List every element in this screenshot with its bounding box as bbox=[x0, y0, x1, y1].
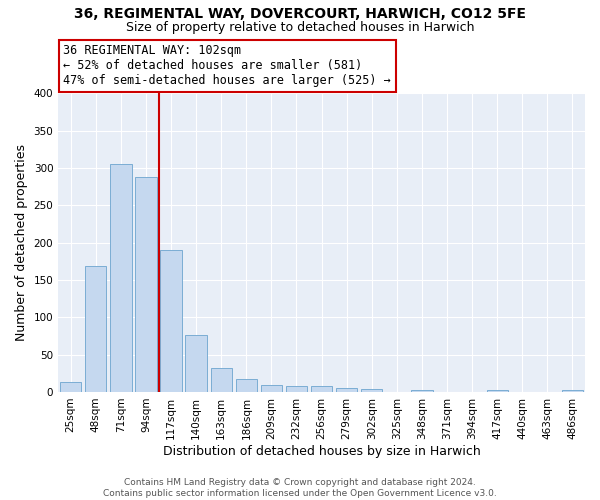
Bar bbox=[361, 389, 382, 392]
Text: 36 REGIMENTAL WAY: 102sqm
← 52% of detached houses are smaller (581)
47% of semi: 36 REGIMENTAL WAY: 102sqm ← 52% of detac… bbox=[64, 44, 391, 87]
Text: Contains HM Land Registry data © Crown copyright and database right 2024.
Contai: Contains HM Land Registry data © Crown c… bbox=[103, 478, 497, 498]
Bar bbox=[261, 385, 282, 392]
Bar bbox=[311, 386, 332, 392]
Bar bbox=[286, 386, 307, 392]
Bar bbox=[487, 390, 508, 392]
Bar bbox=[85, 266, 106, 392]
Bar bbox=[336, 388, 358, 392]
Y-axis label: Number of detached properties: Number of detached properties bbox=[15, 144, 28, 341]
Bar bbox=[60, 382, 82, 392]
Bar bbox=[136, 177, 157, 392]
Bar bbox=[411, 390, 433, 392]
Bar bbox=[185, 335, 207, 392]
Bar bbox=[236, 380, 257, 392]
Text: 36, REGIMENTAL WAY, DOVERCOURT, HARWICH, CO12 5FE: 36, REGIMENTAL WAY, DOVERCOURT, HARWICH,… bbox=[74, 8, 526, 22]
Text: Size of property relative to detached houses in Harwich: Size of property relative to detached ho… bbox=[126, 21, 474, 34]
X-axis label: Distribution of detached houses by size in Harwich: Distribution of detached houses by size … bbox=[163, 444, 481, 458]
Bar bbox=[160, 250, 182, 392]
Bar bbox=[562, 390, 583, 392]
Bar bbox=[110, 164, 131, 392]
Bar bbox=[211, 368, 232, 392]
